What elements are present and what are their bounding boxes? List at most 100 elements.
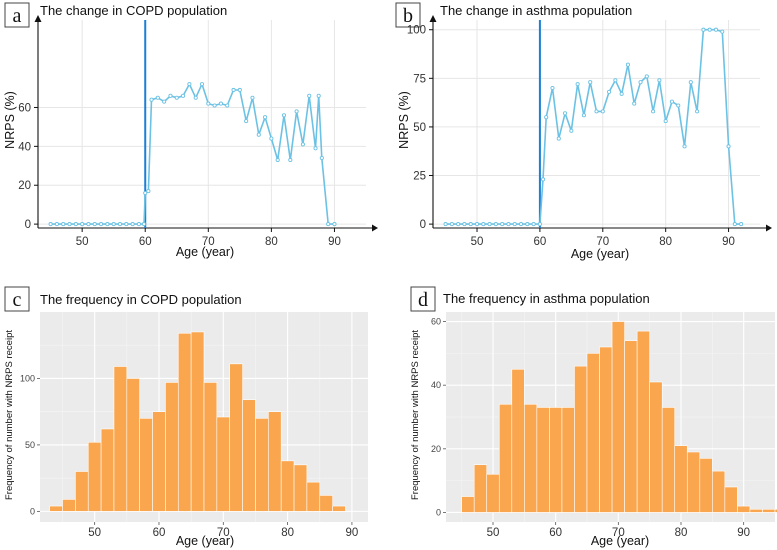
x-tick-label-d: 70 — [612, 527, 625, 539]
data-point-a — [86, 222, 91, 227]
x-tick-label-a: 70 — [202, 236, 215, 248]
x-axis-label-a: Age (year) — [176, 245, 234, 259]
panel-d: d The frequency in asthma population Age… — [410, 286, 777, 548]
data-point-a — [187, 82, 192, 87]
x-tick-label-b: 70 — [596, 236, 609, 248]
histogram-bar-c — [49, 505, 63, 512]
histogram-bar-d — [699, 458, 713, 513]
histogram-bar-c — [216, 416, 231, 512]
data-point-a — [250, 95, 255, 100]
histogram-bar-d — [686, 451, 701, 513]
chart-title-c: The frequency in COPD population — [40, 292, 242, 307]
x-tick-label-b: 50 — [471, 236, 484, 248]
data-point-b — [531, 222, 536, 227]
panel-letter-box-d — [410, 286, 436, 312]
data-point-b — [462, 222, 467, 227]
x-tick-label-d: 50 — [487, 527, 500, 539]
histogram-bar-c — [75, 471, 89, 512]
y-axis-arrow-a — [34, 15, 42, 22]
x-tick-label-c: 50 — [88, 527, 101, 539]
data-point-b — [701, 27, 706, 32]
histogram-bar-d — [649, 381, 663, 513]
histogram-bar-d — [511, 368, 525, 513]
histogram-bar-c — [319, 495, 333, 512]
data-point-b — [638, 80, 643, 85]
panel-letter-box-a — [4, 2, 30, 28]
x-tick-label-d: 60 — [549, 527, 562, 539]
histogram-bar-d — [611, 321, 625, 513]
histogram-bar-d — [461, 496, 475, 513]
data-point-b — [537, 222, 542, 227]
data-point-b — [569, 128, 574, 133]
data-point-b — [669, 99, 675, 104]
histogram-bar-d — [473, 464, 488, 513]
data-point-a — [105, 222, 110, 227]
histogram-bar-d — [586, 353, 600, 513]
panel-letter-box-b — [395, 2, 421, 28]
y-tick-label-a: 60 — [18, 102, 31, 114]
chart-title-d: The frequency in asthma population — [443, 291, 650, 306]
data-point-a — [300, 142, 305, 147]
chart-title-a: The change in COPD population — [40, 3, 227, 18]
data-point-b — [563, 111, 568, 116]
histogram-bar-c — [242, 399, 256, 512]
data-point-a — [206, 101, 211, 106]
data-point-b — [544, 115, 549, 120]
data-point-a — [61, 222, 66, 227]
histogram-bar-c — [126, 378, 140, 512]
data-point-a — [141, 222, 147, 227]
plot-area-d: 50 60 70 80 90 0 20 40 60 — [431, 312, 777, 539]
data-point-b — [487, 222, 492, 227]
x-tick-label-a: 50 — [76, 236, 89, 248]
histogram-bar-d — [674, 445, 688, 513]
data-point-b — [688, 80, 693, 85]
y-tick-label-d: 20 — [431, 444, 441, 454]
data-point-a — [67, 222, 72, 227]
data-point-b — [493, 222, 498, 227]
data-point-b — [726, 144, 731, 149]
data-point-a — [48, 222, 53, 227]
x-axis-arrow-a — [372, 224, 378, 232]
data-point-b — [512, 222, 517, 227]
x-tick-label-a: 80 — [265, 236, 278, 248]
data-point-b — [632, 101, 637, 106]
data-point-b — [644, 74, 649, 79]
data-point-a — [313, 146, 318, 151]
data-point-a — [294, 109, 299, 114]
data-point-b — [518, 222, 524, 227]
data-point-b — [588, 80, 593, 85]
data-point-a — [256, 132, 261, 137]
histogram-bar-c — [62, 499, 76, 512]
x-tick-label-b: 60 — [534, 236, 547, 248]
data-point-b — [600, 109, 605, 114]
data-point-b — [468, 222, 473, 227]
data-point-a — [136, 222, 141, 227]
y-tick-label-d: 0 — [436, 507, 441, 517]
histogram-bar-d — [712, 470, 726, 513]
y-tick-label-c: 0 — [30, 506, 35, 516]
series-line-a — [50, 83, 335, 225]
data-point-a — [146, 189, 151, 194]
y-axis-label-b: NRPS (%) — [397, 91, 411, 149]
data-point-b — [550, 85, 555, 91]
x-axis-label-b: Age (year) — [571, 247, 629, 261]
panel-a: a The change in COPD population Age (yea… — [3, 2, 378, 259]
data-point-a — [111, 222, 116, 227]
panel-b: b The change in asthma population Age (y… — [395, 2, 772, 261]
histogram-bar-d — [561, 407, 575, 513]
x-tick-label-a: 90 — [328, 236, 341, 248]
data-point-b — [540, 177, 546, 182]
plot-area-c: 50 60 70 80 90 0 50 100 — [20, 312, 368, 539]
histogram-bar-d — [724, 486, 738, 513]
data-point-b — [443, 222, 448, 227]
data-point-a — [316, 93, 321, 98]
y-tick-label-d: 60 — [431, 317, 441, 327]
histogram-bar-d — [737, 505, 751, 513]
data-point-b — [739, 222, 744, 227]
data-point-a — [92, 222, 97, 227]
data-point-b — [695, 109, 700, 114]
data-point-b — [500, 222, 505, 227]
data-point-b — [594, 109, 599, 114]
histogram-bar-d — [624, 340, 638, 513]
data-point-a — [168, 93, 173, 98]
